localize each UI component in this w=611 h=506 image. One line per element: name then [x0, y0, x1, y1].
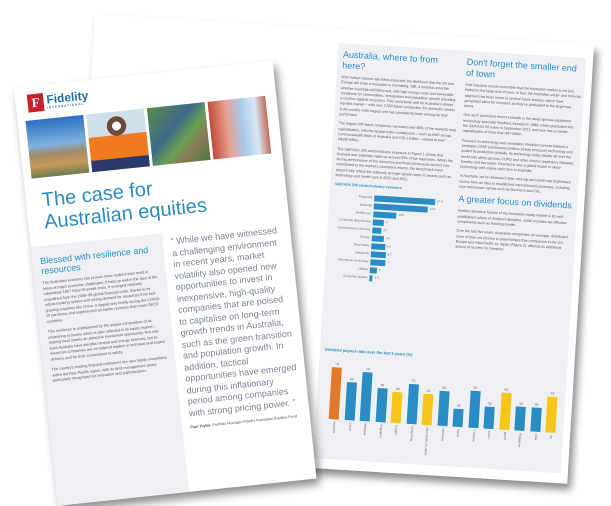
payout-label: Europe — [393, 425, 399, 435]
sector-label: Financials — [358, 194, 373, 200]
sector-value: 6.2 — [386, 244, 392, 249]
payout-value: 48 — [380, 383, 385, 388]
payout-bar — [344, 382, 357, 421]
payout-bar — [328, 367, 342, 420]
payout-label: Thailand — [471, 429, 476, 442]
payout-label: Singapore — [378, 424, 383, 439]
sector-bar — [372, 226, 382, 234]
payout-bar — [390, 392, 403, 424]
sector-value: 27.6 — [436, 199, 443, 204]
paragraph: Focused on technology and innovation, Re… — [460, 138, 574, 174]
sector-label: Materials — [359, 202, 372, 208]
quote-column: “ While we have witnessed a challenging … — [170, 225, 302, 431]
paragraph: The largest 200 listed companies represe… — [337, 121, 457, 143]
payout-bar — [452, 408, 464, 428]
resilience-section: Blessed with resilience and resources Th… — [30, 233, 190, 506]
payout-bar — [529, 407, 542, 432]
sector-value: 4.1 — [383, 227, 388, 233]
sector-label: Consumer discretionary — [339, 217, 371, 224]
sector-label: Health care — [355, 210, 372, 216]
payout-label: Asia Pacific ex Japan — [423, 426, 430, 456]
paragraph: With further interest rate hikes expecte… — [339, 75, 456, 118]
payout-bar — [437, 390, 450, 427]
sector-value: 5.5 — [385, 236, 391, 241]
cover-title: The case for Australian equities — [40, 178, 208, 234]
sector-value: 5 — [385, 220, 388, 225]
payout-value: 57 — [411, 379, 416, 384]
sector-bar — [371, 234, 385, 242]
sector-label: Real estate — [354, 242, 370, 248]
payout-label: Indonesia — [440, 427, 445, 442]
paragraph: Over the last five years, Australian com… — [455, 228, 568, 252]
fidelity-logo: F Fidelity INTERNATIONAL — [26, 88, 90, 113]
payout-label: Czech — [347, 422, 353, 431]
payout-bar — [545, 396, 558, 433]
paragraph: The Australian economy has proven more r… — [42, 269, 161, 324]
lab-photo — [207, 95, 272, 160]
sector-value: 1.5 — [374, 275, 380, 280]
payout-bar — [467, 390, 481, 429]
payout-value: 51 — [550, 391, 555, 397]
payout-label: Korea — [455, 428, 461, 438]
sector-label: Industrials — [355, 250, 370, 256]
payout-bar — [359, 372, 373, 422]
payout-label: Malaysia — [362, 423, 368, 436]
payout-label: Hong Kong — [409, 425, 414, 442]
payout-value: 53 — [473, 385, 478, 390]
brochure-cover: F Fidelity INTERNATIONAL The case for Aust… — [14, 60, 317, 506]
sector-bar — [370, 258, 386, 266]
payout-label: US — [548, 434, 554, 439]
payout-value: 26 — [456, 403, 461, 408]
sector-label: Information technology — [338, 257, 369, 264]
payout-value: 44 — [395, 387, 400, 392]
sector-value: 24.4 — [429, 206, 436, 212]
sector-value: 10.5 — [398, 212, 405, 218]
paragraph: Another attractive feature of the Austra… — [456, 208, 567, 228]
paragraph: One such prominent recent example is the… — [462, 113, 574, 137]
payout-value: 45 — [426, 388, 431, 393]
payout-label: Philippines — [517, 432, 523, 448]
sector-label: Communication services — [337, 225, 371, 232]
sector-label: Consumer staples — [343, 273, 368, 280]
mine-photo — [25, 114, 90, 179]
pull-quote: “ While we have witnessed a challenging … — [170, 225, 297, 418]
sector-bar — [371, 242, 386, 250]
sector-label: Energy — [360, 234, 371, 240]
sector-value: 3 — [378, 267, 381, 272]
payout-value: 34 — [534, 402, 539, 407]
payout-value: 53 — [504, 387, 509, 392]
paragraph: This resilience is underpinned by the un… — [47, 318, 166, 362]
payout-bar — [498, 392, 512, 431]
payout-value: 54 — [349, 377, 354, 382]
sector-bar — [370, 250, 386, 258]
paragraph: The S&P/ASX 200 sector/industry exposure… — [335, 146, 453, 182]
paragraph: In Australia, we've witnessed other mid-… — [459, 174, 571, 194]
sector-bar-chart: Financials 27.6 Materials 24.4 Health care 10… — [329, 192, 452, 287]
sector-value: 7 — [387, 260, 390, 265]
payout-bar — [483, 406, 495, 430]
payout-value: 34 — [518, 401, 524, 407]
sector-bar — [372, 218, 384, 226]
payout-value: 70 — [365, 367, 370, 372]
payout-value: 74 — [334, 362, 340, 367]
payout-bar — [375, 388, 388, 423]
payout-label: Australia — [331, 421, 337, 434]
payout-bar — [514, 406, 526, 431]
farmland-photo — [146, 102, 211, 166]
payout-bar-chart: Dividend payout ratio over the last 5 ye… — [318, 347, 564, 473]
payout-label: India — [533, 433, 538, 441]
payout-label: World — [502, 431, 507, 440]
logo-mark: F — [26, 93, 45, 113]
sector-label: Utilities — [358, 266, 369, 272]
column-where-to-from-here: Australia, where to from here? With furt… — [329, 49, 461, 286]
worker-photo — [86, 108, 150, 173]
payout-value: 32 — [487, 401, 493, 406]
paragraph: And investors should remember that the A… — [463, 82, 581, 110]
payout-bar — [421, 393, 434, 426]
sector-value: 6.7 — [387, 252, 392, 257]
payout-label: China — [486, 430, 492, 439]
column-smaller-end: Don't forget the smaller end of town And… — [455, 57, 583, 261]
payout-bar — [406, 383, 419, 425]
payout-value: 50 — [442, 385, 447, 391]
